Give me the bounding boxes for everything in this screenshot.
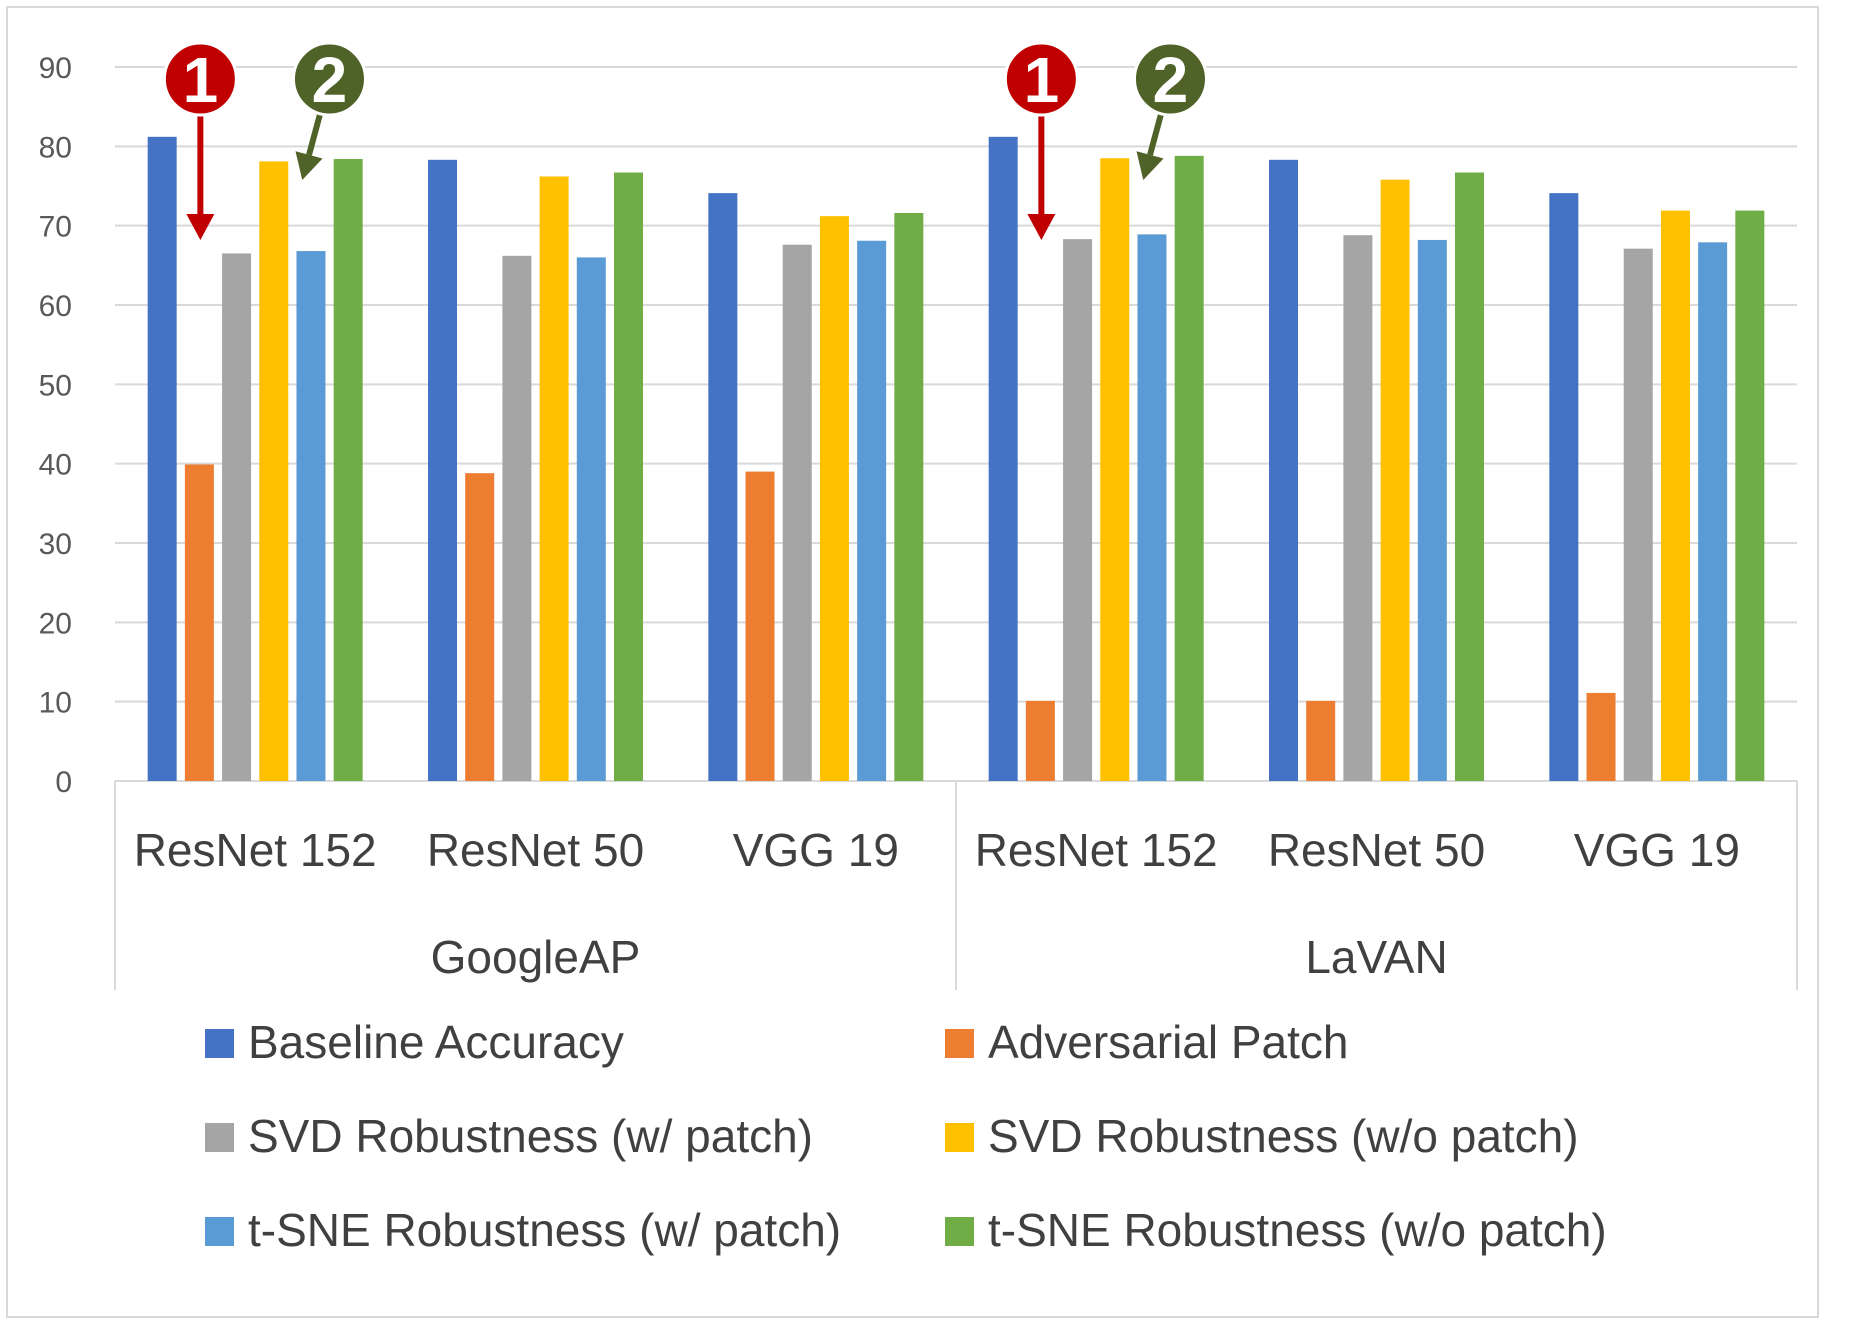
legend-label: t-SNE Robustness (w/ patch) (248, 1204, 841, 1256)
legend-label: t-SNE Robustness (w/o patch) (988, 1204, 1607, 1256)
bar (1380, 179, 1410, 782)
legend-label: SVD Robustness (w/ patch) (248, 1110, 813, 1162)
y-tick-label: 70 (39, 211, 72, 244)
annotation-arrowhead (1027, 214, 1056, 240)
bar (1623, 248, 1653, 781)
y-tick-label: 90 (39, 52, 72, 85)
y-tick-label: 20 (39, 607, 72, 640)
annotation-arrowhead (186, 214, 215, 240)
annotation-arrowhead (1136, 151, 1164, 180)
legend-label: Baseline Accuracy (248, 1016, 624, 1068)
bar (1549, 193, 1579, 781)
bar (1343, 235, 1373, 782)
bar (1417, 239, 1447, 782)
x-category-label: VGG 19 (733, 824, 899, 876)
bar (1660, 210, 1690, 782)
x-group-label: GoogleAP (431, 931, 641, 983)
bar (1269, 159, 1298, 781)
bar (465, 473, 495, 781)
annotation-number: 2 (1153, 44, 1189, 116)
x-category-label: ResNet 152 (134, 824, 377, 876)
bar (1025, 700, 1055, 781)
annotation-arrow (306, 107, 325, 156)
y-tick-label: 40 (39, 449, 72, 482)
bar (333, 159, 363, 781)
bar (539, 176, 569, 782)
bar (147, 136, 177, 781)
annotation-marker (162, 41, 238, 117)
bar (576, 257, 606, 781)
y-tick-label: 80 (39, 131, 72, 164)
x-group-label: LaVAN (1305, 931, 1447, 983)
bar (222, 253, 252, 781)
bar (1174, 155, 1204, 781)
y-tick-label: 30 (39, 528, 72, 561)
bar (1100, 158, 1130, 781)
annotation-marker (291, 41, 367, 117)
bar (1698, 242, 1728, 781)
bar (894, 212, 924, 781)
legend-label: SVD Robustness (w/o patch) (988, 1110, 1579, 1162)
bar (1586, 692, 1616, 781)
bar (428, 159, 457, 781)
bar (1137, 234, 1167, 782)
bar (502, 255, 532, 781)
annotation-number: 1 (1024, 44, 1060, 116)
chart-frame (6, 6, 1819, 1318)
y-tick-label: 0 (55, 766, 72, 799)
y-tick-label: 60 (39, 290, 72, 323)
bar (296, 251, 326, 781)
legend-swatch (945, 1123, 974, 1152)
bar (1735, 210, 1765, 782)
x-category-label: VGG 19 (1574, 824, 1740, 876)
bar (1063, 239, 1093, 782)
bar (259, 161, 289, 781)
legend-swatch (945, 1029, 974, 1058)
bar (614, 172, 643, 782)
legend-swatch (945, 1217, 974, 1246)
y-tick-label: 10 (39, 687, 72, 720)
bar (1455, 172, 1484, 782)
bar (184, 464, 214, 781)
bar (708, 193, 738, 781)
annotation-marker (1003, 41, 1079, 117)
annotation-marker (1132, 41, 1208, 117)
bar (819, 216, 849, 781)
bar (857, 240, 887, 782)
bar (745, 471, 775, 781)
annotation-arrow (1147, 107, 1166, 156)
annotation-arrowhead (295, 151, 323, 180)
legend-swatch (205, 1029, 234, 1058)
annotation-number: 1 (183, 44, 219, 116)
x-category-label: ResNet 50 (427, 824, 644, 876)
annotation-number: 2 (312, 44, 348, 116)
legend-swatch (205, 1123, 234, 1152)
bar (988, 136, 1018, 781)
x-category-label: ResNet 50 (1268, 824, 1485, 876)
bar (782, 244, 812, 781)
bar (1306, 700, 1336, 781)
legend-swatch (205, 1217, 234, 1246)
y-tick-label: 50 (39, 369, 72, 402)
legend-label: Adversarial Patch (988, 1016, 1349, 1068)
x-category-label: ResNet 152 (975, 824, 1218, 876)
